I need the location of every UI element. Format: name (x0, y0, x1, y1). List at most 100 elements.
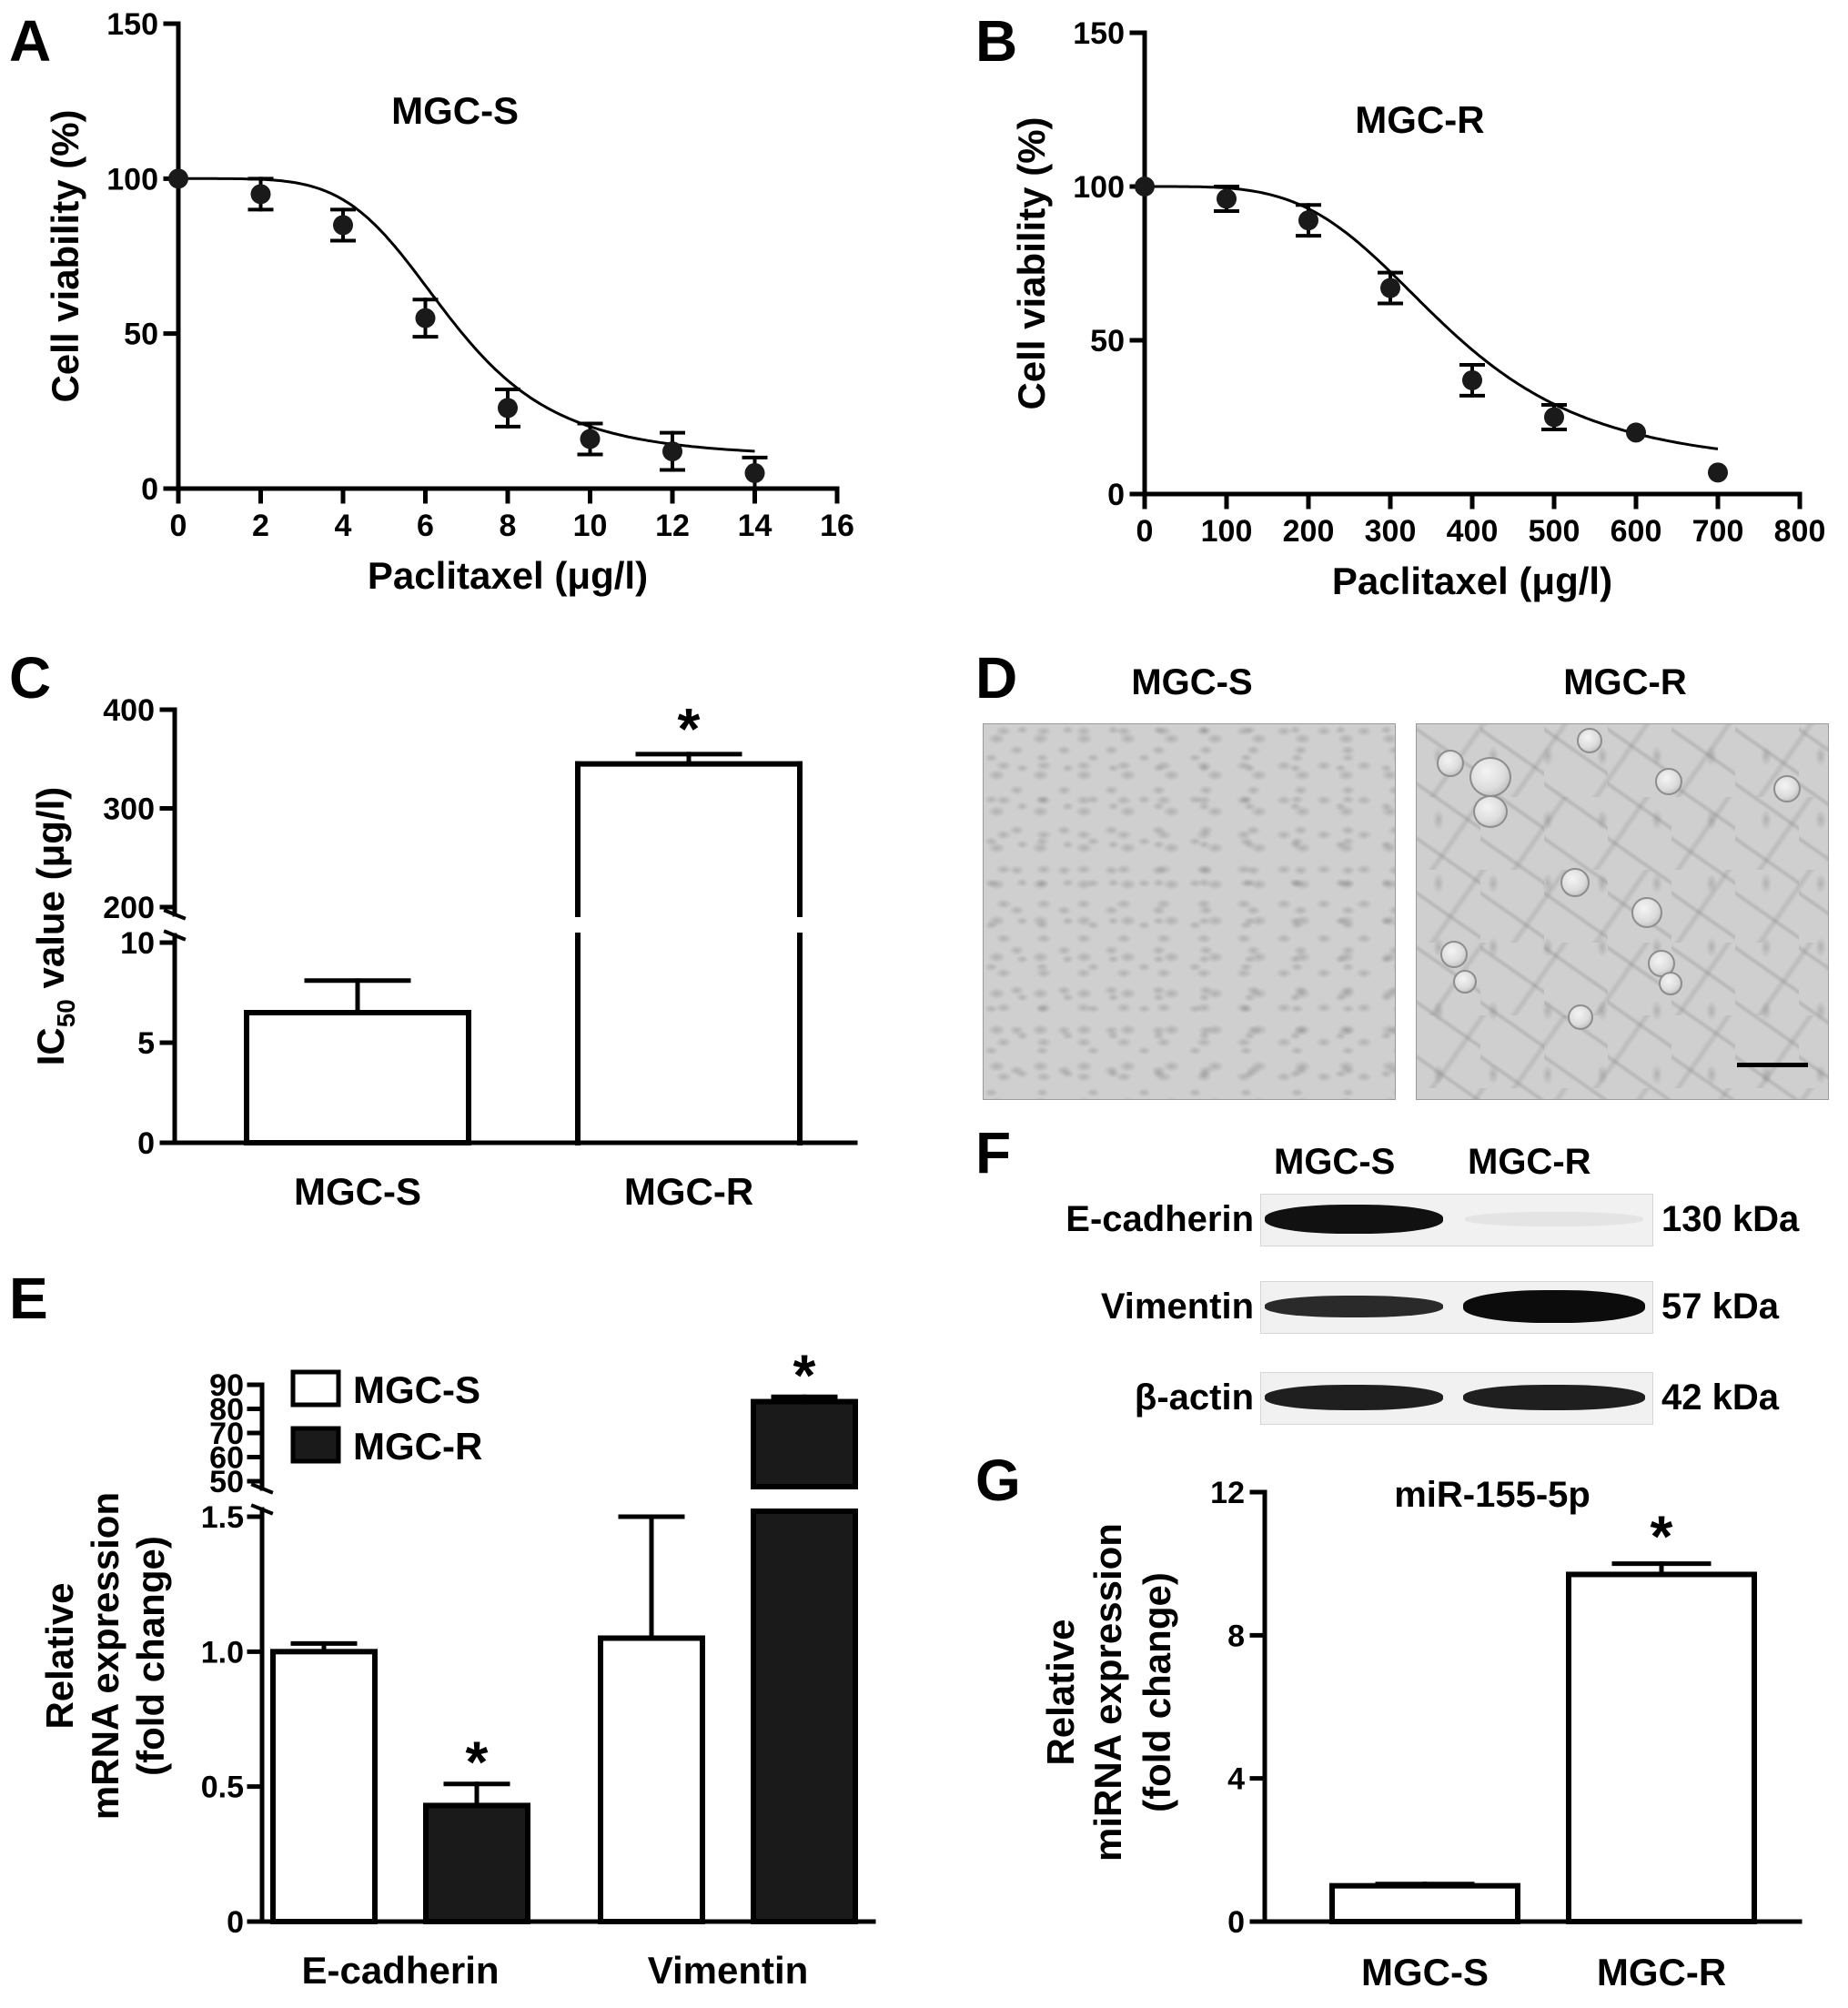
y-tick-label: 12 (1210, 1476, 1245, 1510)
bar (270, 1649, 378, 1925)
size-label-130kda: 130 kDa (1661, 1199, 1800, 1239)
chart-title: MGC-S (391, 89, 519, 132)
bar-mgc-s (244, 1010, 471, 1145)
bar (598, 1635, 705, 1924)
y-tick-label: 50 (209, 1465, 244, 1499)
data-point (580, 429, 601, 449)
y-tick-label: 100 (106, 162, 158, 197)
data-point (1626, 422, 1646, 443)
y-tick-label: 300 (103, 792, 155, 827)
blot-band (1265, 1205, 1443, 1234)
blot-band (1265, 1385, 1443, 1410)
y-tick-label: 4 (1227, 1762, 1245, 1797)
x-category-label: MGC-S (1361, 1951, 1489, 1993)
x-tick-label: 4 (335, 509, 352, 543)
x-tick-label: 700 (1692, 514, 1744, 549)
panel-letter-e: E (9, 1266, 48, 1331)
y-axis-label-subscript: 50 (52, 999, 80, 1027)
bar (423, 1802, 530, 1925)
x-category-label: Vimentin (648, 1949, 809, 1992)
micrograph-mgc-s (983, 723, 1396, 1100)
y-tick-label: 1.5 (201, 1500, 244, 1535)
x-tick-label: 10 (573, 509, 608, 543)
y-axis-label: IC50 value (μg/l) (29, 787, 80, 1066)
y-axis-label: Cell viability (%) (1010, 116, 1053, 409)
panel-letter-a: A (9, 8, 52, 74)
protein-label-vimentin: Vimentin (1100, 1287, 1254, 1327)
protein-label-e-cadherin: E-cadherin (1065, 1199, 1254, 1239)
panel-letter-c: C (9, 645, 52, 711)
x-category-label: MGC-R (1597, 1951, 1726, 1993)
blot-lane-label-mgc-s: MGC-S (1274, 1142, 1396, 1182)
protein-label-beta-actin: β-actin (1134, 1377, 1254, 1418)
y-axis-label-line: (fold change) (129, 1536, 172, 1776)
y-tick-label: 80 (209, 1393, 244, 1428)
legend-label: MGC-S (353, 1368, 480, 1411)
micrograph-label-mgc-r: MGC-R (1563, 662, 1687, 702)
x-tick-label: 14 (738, 509, 773, 543)
data-point (1708, 462, 1728, 483)
x-tick-label: 16 (820, 509, 854, 543)
y-axis-label-line: miRNA expression (1086, 1523, 1129, 1862)
chart-title: miR-155-5p (1394, 1475, 1590, 1515)
x-tick-label: 6 (417, 509, 434, 543)
x-category-label: E-cadherin (301, 1949, 499, 1992)
rounded-cell (1568, 1004, 1593, 1030)
x-tick-label: 2 (252, 509, 269, 543)
y-tick-label: 70 (209, 1417, 244, 1451)
y-axis-label: Cell viability (%) (44, 109, 86, 402)
y-axis-label-main: IC (29, 1027, 72, 1065)
legend-label: MGC-R (353, 1425, 482, 1468)
micrograph-label-mgc-s: MGC-S (1131, 662, 1253, 702)
x-tick-label: 8 (500, 509, 517, 543)
x-tick-label: 300 (1365, 514, 1417, 549)
blot-lane-label-mgc-r: MGC-R (1468, 1142, 1591, 1182)
rounded-cell (1577, 728, 1602, 753)
x-tick-label: 200 (1283, 514, 1335, 549)
micrograph-mgc-r (1416, 723, 1829, 1100)
chart-title: MGC-R (1355, 98, 1484, 141)
rounded-cell (1453, 970, 1477, 994)
x-tick-label: 800 (1774, 514, 1826, 549)
y-tick-label: 8 (1227, 1619, 1245, 1653)
panel-letter-d: D (975, 645, 1018, 711)
y-tick-label: 10 (120, 926, 155, 961)
rounded-cell (1469, 757, 1511, 797)
significance-star: * (466, 1730, 489, 1795)
significance-star: * (678, 696, 701, 762)
data-point (1380, 277, 1400, 298)
legend-swatch (290, 1369, 341, 1408)
x-tick-label: 0 (1136, 514, 1154, 549)
x-tick-label: 600 (1611, 514, 1662, 549)
significance-star: * (793, 1342, 816, 1408)
y-axis-label-line: (fold change) (1136, 1572, 1178, 1812)
rounded-cell (1560, 868, 1590, 897)
data-point (1217, 188, 1237, 209)
y-tick-label: 0 (137, 1126, 155, 1161)
data-point (168, 168, 188, 189)
rounded-cell (1655, 768, 1682, 795)
panel-letter-g: G (975, 1448, 1021, 1513)
blot-band (1463, 1290, 1645, 1323)
y-tick-label: 150 (1073, 16, 1125, 51)
data-point (415, 308, 436, 328)
data-point (1298, 210, 1318, 231)
y-tick-label: 50 (1090, 324, 1125, 358)
fit-curve (1145, 185, 1719, 450)
y-axis-label-line: mRNA expression (84, 1492, 126, 1820)
y-tick-label: 0 (1107, 478, 1125, 512)
rounded-cell (1473, 795, 1508, 828)
panel-letter-b: B (975, 8, 1018, 74)
x-tick-label: 0 (170, 509, 187, 543)
data-point (1462, 369, 1482, 390)
y-tick-label: 0.5 (201, 1771, 244, 1805)
x-category-label: MGC-S (294, 1170, 421, 1213)
data-point (1135, 177, 1155, 197)
scale-bar (1737, 1063, 1808, 1067)
x-category-label: MGC-R (624, 1170, 753, 1213)
axis-break-mark (250, 1503, 274, 1516)
y-tick-label: 0 (227, 1905, 244, 1940)
blot-band (1265, 1296, 1443, 1317)
rounded-cell (1631, 897, 1662, 928)
